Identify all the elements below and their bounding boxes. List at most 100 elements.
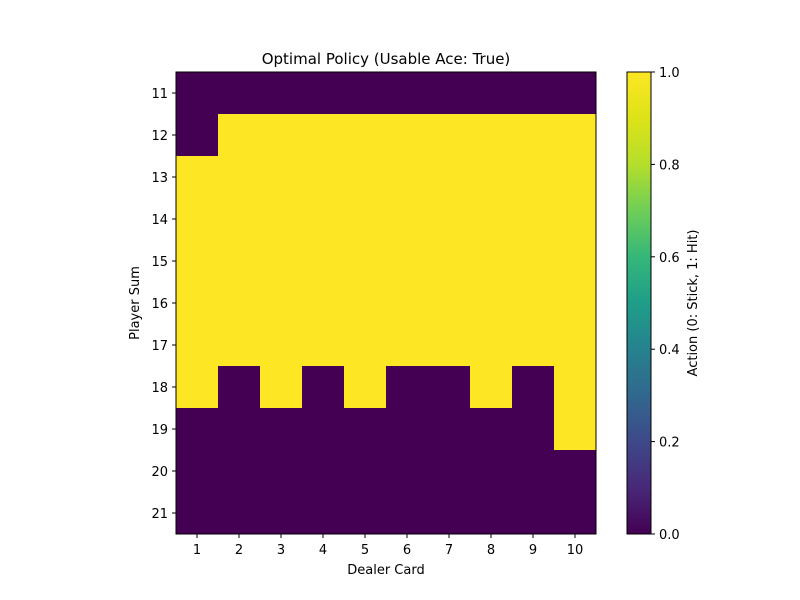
heatmap-cell: [554, 156, 597, 199]
heatmap-cell: [428, 114, 471, 157]
heatmap-cell: [302, 408, 345, 451]
heatmap-cell: [344, 156, 387, 199]
heatmap-cell: [302, 282, 345, 325]
heatmap-cell: [218, 114, 261, 157]
heatmap-cell: [302, 156, 345, 199]
heatmap-cell: [386, 240, 429, 283]
heatmap-cell: [260, 72, 303, 115]
heatmap-cell: [176, 198, 219, 241]
heatmap-cell: [260, 282, 303, 325]
heatmap-cell: [176, 366, 219, 409]
y-axis-ticks: 11 12 13 14 15 16 17 18 19 20 21: [151, 87, 176, 522]
x-tick-label: 4: [319, 543, 327, 558]
heatmap-cell: [554, 114, 597, 157]
heatmap-cell: [470, 282, 513, 325]
heatmap-cell: [386, 114, 429, 157]
heatmap-cell: [260, 198, 303, 241]
y-tick-label: 11: [151, 87, 168, 102]
colorbar-ticks: 0.0 0.2 0.4 0.6 0.8 1.0: [651, 66, 680, 543]
heatmap-cell: [512, 366, 555, 409]
heatmap-cell: [386, 366, 429, 409]
heatmap-cell: [512, 492, 555, 535]
heatmap-cell: [260, 492, 303, 535]
heatmap-cell: [386, 156, 429, 199]
heatmap-cell: [176, 114, 219, 157]
heatmap-cell: [470, 240, 513, 283]
heatmap-cell: [554, 282, 597, 325]
x-tick-label: 9: [529, 543, 537, 558]
heatmap-cell: [386, 198, 429, 241]
heatmap-cell: [218, 198, 261, 241]
heatmap-cell: [512, 240, 555, 283]
heatmap-cell: [554, 324, 597, 367]
heatmap-cell: [344, 366, 387, 409]
heatmap-cell: [470, 114, 513, 157]
heatmap-cell: [512, 450, 555, 493]
heatmap-cell: [176, 492, 219, 535]
heatmap-cell: [386, 492, 429, 535]
heatmap-cell: [218, 324, 261, 367]
heatmap-cell: [344, 72, 387, 115]
heatmap-cell: [260, 450, 303, 493]
heatmap-cell: [470, 366, 513, 409]
x-tick-label: 1: [193, 543, 201, 558]
y-tick-label: 15: [151, 255, 168, 270]
x-tick-label: 10: [567, 543, 584, 558]
heatmap-cell: [176, 240, 219, 283]
heatmap-cell: [302, 114, 345, 157]
heatmap-cell: [512, 282, 555, 325]
heatmap-cell: [218, 450, 261, 493]
heatmap-cell: [344, 282, 387, 325]
heatmap-cell: [302, 450, 345, 493]
x-tick-label: 8: [487, 543, 495, 558]
x-axis-label: Dealer Card: [347, 563, 424, 578]
colorbar-tick-label: 0.4: [659, 343, 680, 358]
heatmap-cell: [470, 450, 513, 493]
y-tick-label: 16: [151, 297, 168, 312]
heatmap-cell: [344, 240, 387, 283]
x-tick-label: 6: [403, 543, 411, 558]
y-tick-label: 13: [151, 171, 168, 186]
heatmap-cell: [344, 408, 387, 451]
heatmap-cell: [554, 240, 597, 283]
heatmap-cells: [176, 72, 597, 535]
heatmap-cell: [512, 72, 555, 115]
heatmap-cell: [554, 450, 597, 493]
heatmap-cell: [428, 198, 471, 241]
heatmap-cell: [344, 198, 387, 241]
heatmap-cell: [386, 450, 429, 493]
heatmap-cell: [554, 198, 597, 241]
heatmap-cell: [470, 324, 513, 367]
heatmap-cell: [428, 156, 471, 199]
heatmap-cell: [470, 198, 513, 241]
x-axis-ticks: 1 2 3 4 5 6 7 8 9 10: [193, 534, 583, 558]
y-tick-label: 20: [151, 465, 168, 480]
heatmap-cell: [554, 408, 597, 451]
heatmap-cell: [218, 240, 261, 283]
x-tick-label: 7: [445, 543, 453, 558]
heatmap-cell: [428, 240, 471, 283]
heatmap-cell: [512, 198, 555, 241]
x-tick-label: 5: [361, 543, 369, 558]
heatmap-cell: [512, 324, 555, 367]
heatmap-cell: [260, 240, 303, 283]
y-tick-label: 19: [151, 423, 168, 438]
heatmap-cell: [302, 198, 345, 241]
colorbar-label: Action (0: Stick, 1: Hit): [686, 230, 701, 377]
heatmap-cell: [218, 408, 261, 451]
y-tick-label: 12: [151, 129, 168, 144]
heatmap-cell: [218, 282, 261, 325]
colorbar-tick-label: 0.8: [659, 158, 680, 173]
heatmap-cell: [512, 156, 555, 199]
heatmap-cell: [386, 324, 429, 367]
heatmap-cell: [260, 156, 303, 199]
heatmap-cell: [176, 72, 219, 115]
heatmap-cell: [260, 324, 303, 367]
heatmap-cell: [344, 450, 387, 493]
heatmap-cell: [428, 366, 471, 409]
heatmap-cell: [302, 492, 345, 535]
heatmap-cell: [554, 72, 597, 115]
y-tick-label: 18: [151, 381, 168, 396]
heatmap-cell: [176, 282, 219, 325]
heatmap-cell: [512, 114, 555, 157]
